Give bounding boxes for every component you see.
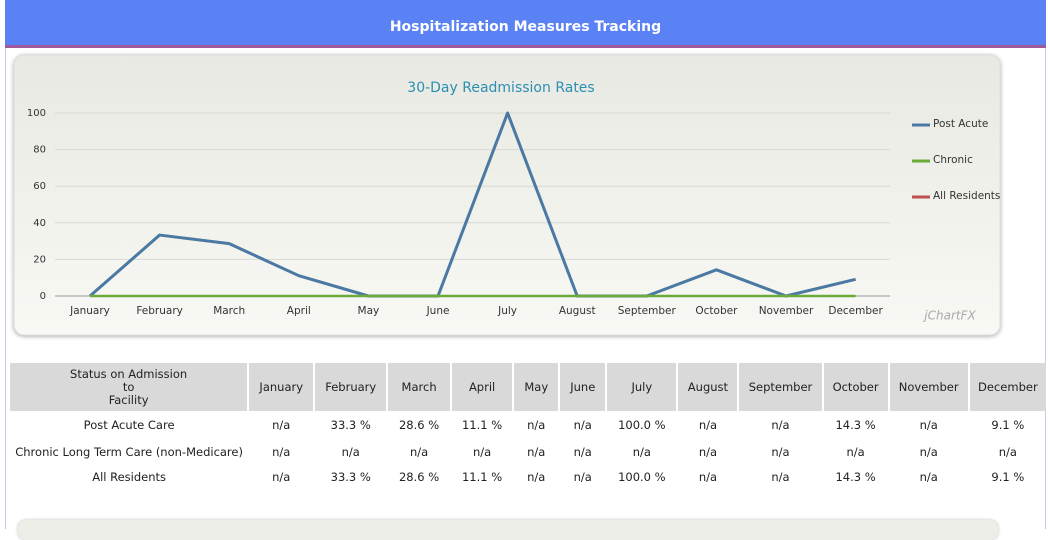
- x-tick-label: September: [618, 305, 677, 317]
- table-cell: 33.3 %: [330, 469, 371, 484]
- header-cell: May: [513, 363, 561, 411]
- x-tick-label: March: [213, 305, 245, 317]
- table-cell: n/a: [527, 418, 546, 432]
- table-cell: All Residents: [92, 469, 167, 484]
- table-cell: 11.1 %: [461, 418, 503, 432]
- table-cell: n/a: [698, 469, 718, 484]
- table-cell: n/a: [846, 444, 865, 459]
- header-cell: September: [738, 363, 824, 411]
- table-cell: n/a: [573, 418, 592, 432]
- x-tick-label: January: [69, 305, 110, 317]
- table-cell: 28.6 %: [398, 469, 440, 484]
- table-cell: n/a: [998, 444, 1017, 459]
- x-tick-label: October: [695, 305, 738, 317]
- x-tick-label: May: [358, 305, 380, 317]
- x-tick-label: June: [426, 305, 450, 317]
- y-tick-label: 80: [33, 145, 46, 156]
- x-tick-label: December: [828, 305, 883, 317]
- header-line: Facility: [108, 392, 149, 407]
- legend-label: Chronic: [933, 154, 973, 166]
- table-cell: 33.3 %: [330, 418, 371, 432]
- legend-label: All Residents: [933, 190, 1000, 202]
- table-cell: n/a: [272, 469, 291, 484]
- series-line: [89, 111, 856, 298]
- header-cell: June: [559, 363, 608, 411]
- header-title: Hospitalization Measures Tracking: [5, 0, 1046, 48]
- header-cell: August: [677, 363, 740, 411]
- table-cell: n/a: [771, 444, 790, 459]
- x-tick-label: August: [559, 305, 596, 317]
- frame: [5, 0, 1046, 529]
- header-cell: November: [888, 363, 970, 411]
- table-cell: n/a: [632, 444, 651, 459]
- table-row: Post Acute Care n/a 33.3 % 28.6 % 11.1 % n/a n…: [10, 411, 1047, 439]
- next-panel: [18, 520, 998, 540]
- table-cell: n/a: [573, 469, 592, 484]
- header-cell: March: [387, 363, 452, 411]
- table-cell: n/a: [527, 444, 546, 459]
- x-tick-label: April: [287, 305, 311, 317]
- table-cell: 100.0 %: [618, 418, 666, 432]
- chart-panel: [13, 54, 1001, 336]
- chart-title: 30-Day Readmission Rates: [407, 80, 594, 96]
- header-cell: April: [450, 363, 515, 411]
- header-line: Status on Admission: [70, 366, 188, 381]
- table-cell: 14.3 %: [835, 469, 876, 484]
- table-cell: n/a: [272, 444, 291, 459]
- table-cell: Chronic Long Term Care (non-Medicare): [15, 444, 243, 459]
- table-cell: 9.1 %: [991, 469, 1025, 484]
- table-cell: 28.6 %: [398, 418, 440, 432]
- table-cell: n/a: [409, 444, 429, 459]
- y-tick-label: 20: [33, 254, 46, 265]
- header-cell: Status on Admission to Facility: [10, 363, 250, 411]
- watermark: jChartFX: [922, 309, 976, 323]
- y-tick-label: 40: [33, 218, 46, 229]
- header-cell: January: [248, 363, 316, 411]
- table-cell: n/a: [472, 444, 492, 459]
- table-cell: n/a: [527, 469, 546, 484]
- header-cell: February: [314, 363, 389, 411]
- table-cell: Post Acute Care: [83, 418, 175, 432]
- table-cell: n/a: [919, 469, 938, 484]
- table-cell: 11.1 %: [461, 469, 503, 484]
- header-line: to: [122, 379, 135, 394]
- header-cell: October: [822, 363, 890, 411]
- table-cell: n/a: [919, 418, 938, 432]
- table-cell: n/a: [771, 418, 790, 432]
- table-cell: n/a: [698, 444, 718, 459]
- data-table: Status on Admission to Facility January Febr…: [10, 363, 1048, 489]
- header-row: Status on Admission to Facility January Febr…: [10, 363, 1048, 411]
- table-row: Chronic Long Term Care (non-Medicare) n/a…: [10, 439, 1047, 464]
- y-tick-label: 100: [27, 108, 46, 119]
- x-tick-label: November: [759, 305, 814, 317]
- table-cell: 9.1 %: [991, 418, 1025, 432]
- table-cell: 100.0 %: [618, 469, 666, 484]
- x-tick-label: February: [136, 305, 183, 317]
- x-tick-label: July: [497, 305, 517, 317]
- y-tick-label: 60: [33, 181, 46, 192]
- page: Hospitalization Measures Tracking 30-Day…: [5, 0, 1048, 540]
- table-cell: n/a: [698, 418, 718, 432]
- header-cell: July: [606, 363, 679, 411]
- table-cell: n/a: [771, 469, 790, 484]
- legend-label: Post Acute: [933, 118, 988, 130]
- chart: 30-Day Readmission Rates jChartFX 0 20 40 6…: [13, 54, 1001, 336]
- table-cell: n/a: [341, 444, 360, 459]
- table-cell: n/a: [573, 444, 592, 459]
- header-cell: December: [968, 363, 1048, 411]
- table-cell: 14.3 %: [835, 418, 876, 432]
- table-cell: n/a: [272, 418, 291, 432]
- table-row: All Residents n/a 33.3 % 28.6 % 11.1 % n/a n/a…: [10, 464, 1047, 489]
- table-cell: n/a: [919, 444, 938, 459]
- y-tick-label: 0: [40, 291, 46, 302]
